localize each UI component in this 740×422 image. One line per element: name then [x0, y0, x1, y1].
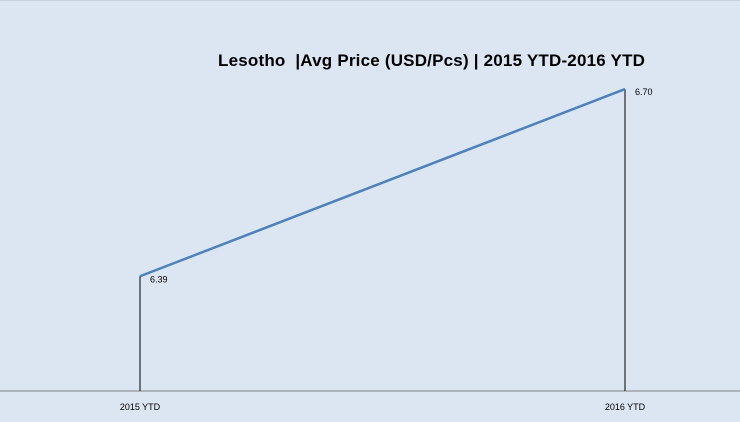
data-label-2: 6.70: [635, 87, 653, 97]
series-lines: [139, 87, 626, 278]
drop-lines: [139, 89, 626, 391]
x-tick-label-1: 2015 YTD: [120, 402, 161, 412]
x-tick-label-2: 2016 YTD: [605, 402, 646, 412]
data-labels: 6.39 6.70: [150, 87, 653, 284]
data-label-1: 6.39: [150, 274, 168, 284]
chart-title: Lesotho |Avg Price (USD/Pcs) | 2015 YTD-…: [218, 51, 646, 70]
x-tick-labels: 2015 YTD 2016 YTD: [120, 402, 646, 412]
series-line: [139, 87, 626, 278]
